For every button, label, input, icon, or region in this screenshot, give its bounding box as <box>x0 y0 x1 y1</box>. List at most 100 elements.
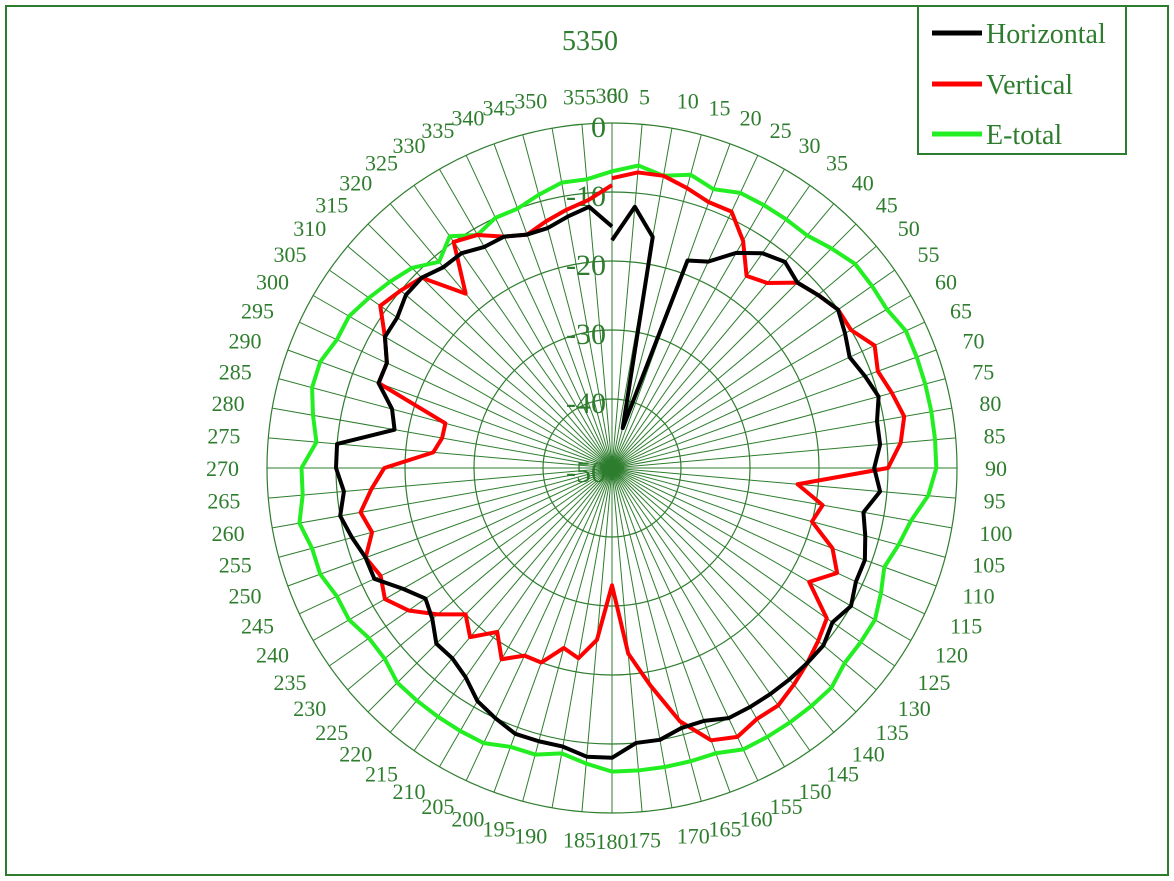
grid-spoke <box>272 467 613 529</box>
grid-spoke <box>299 321 613 469</box>
chart-title: 5350 <box>562 26 618 57</box>
angle-label: 330 <box>393 133 426 158</box>
grid-spoke <box>611 295 912 469</box>
radial-tick-label: -20 <box>566 249 606 282</box>
angle-label: 135 <box>876 720 909 745</box>
legend-label-horizontal: Horizontal <box>986 19 1106 50</box>
grid-spoke <box>611 467 912 641</box>
grid-spoke <box>611 378 946 469</box>
grid-spoke <box>611 467 925 615</box>
grid-spoke <box>611 467 835 733</box>
grid-spoke <box>611 155 759 469</box>
angle-label: 30 <box>799 133 821 158</box>
grid-spoke <box>413 185 613 469</box>
angle-label: 290 <box>228 328 261 353</box>
angle-label: 270 <box>206 456 239 481</box>
angle-label: 35 <box>826 150 848 175</box>
grid-spoke <box>611 269 895 469</box>
angle-label: 90 <box>985 456 1007 481</box>
angle-label: 355 <box>563 84 596 109</box>
grid-spoke <box>581 124 613 469</box>
grid-spoke <box>611 185 811 469</box>
angle-label: 50 <box>898 216 920 241</box>
grid-spoke <box>611 467 702 802</box>
grid-spoke <box>367 467 613 713</box>
angle-label: 235 <box>273 670 306 695</box>
angle-label: 285 <box>219 359 252 384</box>
angle-label: 95 <box>984 489 1006 514</box>
angle-label: 360 <box>596 83 629 108</box>
angle-label: 340 <box>451 105 484 130</box>
grid-spoke <box>278 467 613 558</box>
angle-label: 5 <box>639 84 650 109</box>
angle-label: 165 <box>709 816 742 841</box>
grid-spoke <box>611 467 937 587</box>
angle-label: 255 <box>219 553 252 578</box>
grid-spoke <box>611 467 759 781</box>
grid-spoke <box>611 349 937 469</box>
angle-label: 20 <box>740 105 762 130</box>
grid-spoke <box>493 143 613 469</box>
series-lines <box>297 163 939 774</box>
grid-spoke <box>611 467 811 751</box>
grid-spoke <box>413 467 613 751</box>
angle-label: 145 <box>826 762 859 787</box>
grid-spoke <box>465 155 613 469</box>
angle-label: 70 <box>963 328 985 353</box>
grid-spoke <box>329 467 613 667</box>
radial-tick-label: 0 <box>591 111 606 144</box>
angle-label: 195 <box>482 816 515 841</box>
angle-label: 170 <box>677 823 710 848</box>
grid-spoke <box>287 467 613 587</box>
grid-spoke <box>611 467 956 499</box>
polar-grid <box>266 122 958 814</box>
grid-spoke <box>611 467 785 768</box>
grid-spoke <box>439 467 613 768</box>
angle-label: 130 <box>898 696 931 721</box>
angle-label: 45 <box>876 192 898 217</box>
angle-label: 140 <box>852 742 885 767</box>
radial-tick-labels: 0-10-20-30-40-50 <box>566 111 606 489</box>
grid-spoke <box>611 467 857 713</box>
angle-label: 240 <box>256 643 289 668</box>
grid-spoke <box>551 467 613 808</box>
grid-spoke <box>611 467 952 529</box>
angle-label: 300 <box>256 270 289 295</box>
legend: Horizontal Vertical E-total <box>917 5 1127 155</box>
angle-label: 100 <box>979 521 1012 546</box>
angle-label: 200 <box>451 807 484 832</box>
grid-spoke <box>551 128 613 469</box>
angle-label: 160 <box>740 807 773 832</box>
angle-label: 265 <box>207 489 240 514</box>
angle-labels: 0 5 10 15 20 25303540455055606570758085909510… <box>206 83 1012 854</box>
angle-label: 275 <box>207 423 240 448</box>
grid-spoke <box>522 467 613 802</box>
grid-spoke <box>611 203 835 469</box>
series-line-horizontal <box>334 204 883 760</box>
angle-label: 65 <box>950 298 972 323</box>
grid-spoke <box>312 467 613 641</box>
legend-label-e-total: E-total <box>986 120 1062 151</box>
grid-spoke <box>611 223 857 469</box>
angle-label: 260 <box>212 521 245 546</box>
angle-label: 60 <box>935 270 957 295</box>
grid-spoke <box>268 467 613 499</box>
angle-label: 40 <box>852 170 874 195</box>
angle-label: 335 <box>421 118 454 143</box>
radial-tick-label: -30 <box>566 318 606 351</box>
grid-spoke <box>465 467 613 781</box>
grid-spoke <box>367 223 613 469</box>
angle-label: 175 <box>628 828 661 853</box>
angle-label: 110 <box>963 584 995 609</box>
angle-label: 315 <box>315 192 348 217</box>
legend-label-vertical: Vertical <box>986 70 1073 101</box>
grid-spoke <box>268 437 613 469</box>
angle-label: 345 <box>482 96 515 121</box>
angle-label: 10 <box>677 89 699 114</box>
grid-spoke <box>439 168 613 469</box>
grid-spoke <box>329 269 613 469</box>
radial-tick-label: -40 <box>566 387 606 420</box>
grid-spoke <box>299 467 613 615</box>
angle-label: 215 <box>365 762 398 787</box>
